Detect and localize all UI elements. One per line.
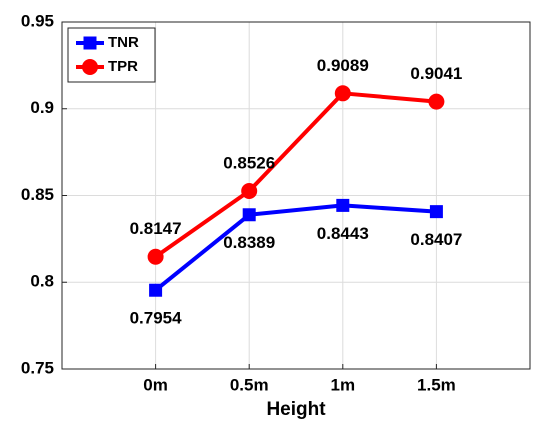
y-tick-label: 0.85 [21,185,54,204]
x-tick-label: 0.5m [230,375,269,394]
data-label: 0.8147 [130,219,182,238]
marker [241,182,258,199]
legend: TNR TPR [67,27,156,83]
y-tick-label: 0.75 [21,358,54,377]
data-label: 0.9089 [317,56,369,75]
data-label: 0.7954 [130,309,183,328]
marker [334,85,351,102]
legend-marker [82,59,98,75]
legend-label: TPR [108,58,138,75]
x-tick-label: 0m [143,375,168,394]
marker [242,208,256,222]
marker [429,205,443,219]
data-label: 0.8389 [223,233,275,252]
marker [428,93,445,110]
data-label: 0.8407 [410,230,462,249]
data-label: 0.9041 [410,64,462,83]
y-tick-label: 0.8 [30,272,54,291]
series-line [154,91,437,259]
data-label: 0.8526 [223,153,275,172]
y-tick-label: 0.9 [30,98,54,117]
x-axis-label: Height [266,399,326,420]
series-line [154,203,437,292]
legend-box [67,27,156,83]
marker [336,198,350,212]
y-tick-label: 0.95 [21,11,54,30]
legend-label: TNR [108,34,139,51]
marker [147,248,164,265]
legend-marker [83,36,97,50]
marker [149,283,163,297]
x-tick-label: 1.5m [417,375,456,394]
data-label: 0.8443 [317,224,369,243]
plot-frame [61,21,531,370]
x-tick-label: 1m [331,375,356,394]
plot [147,85,445,297]
